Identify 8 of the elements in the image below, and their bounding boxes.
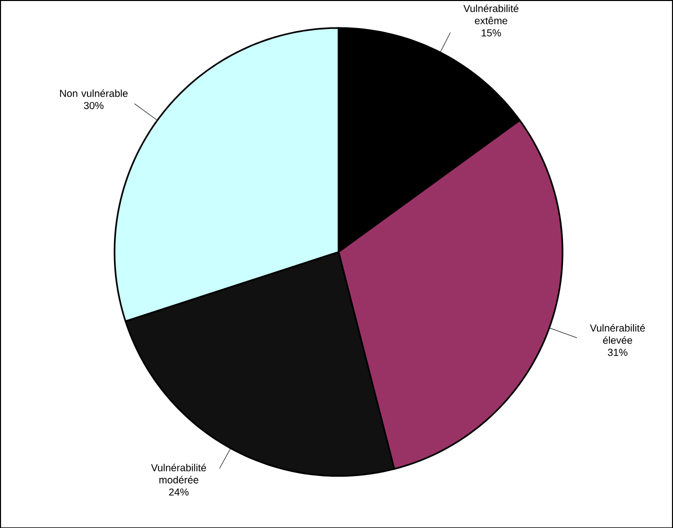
data-label: 24% (169, 488, 189, 496)
data-label: 30% (84, 102, 104, 109)
slice-label: Non vulnérable (60, 89, 128, 97)
slice-label: Vulnérabilité modérée (151, 464, 206, 484)
data-label: 31% (608, 348, 628, 356)
data-label: 15% (482, 29, 501, 36)
slice-label: Vulnérabilité extême (463, 4, 518, 24)
slice-label: Vulnérabilité élevée (590, 324, 645, 344)
